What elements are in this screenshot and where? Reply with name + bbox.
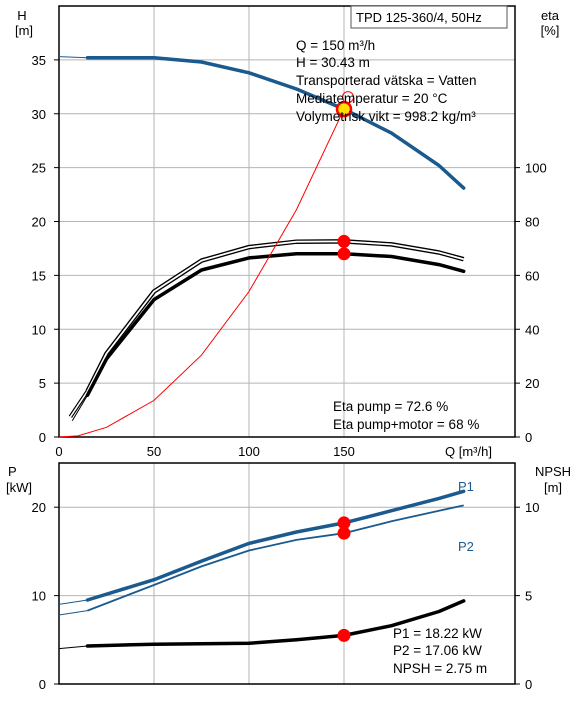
bottom-left-axis-title-line2: [kW] <box>6 480 32 495</box>
top-y-right-tick-label: 80 <box>525 215 539 230</box>
top-y-left-tick-label: 15 <box>32 268 46 283</box>
top-series-eta-pump-extension-inner <box>69 390 89 418</box>
bottom-series-p1-line <box>85 489 466 602</box>
npsh-value-label: NPSH = 2.75 m <box>393 661 487 676</box>
info-line-fluid: Transporterad vätska = Vatten <box>296 73 476 88</box>
head-efficiency-plot: 0 5 10 15 20 25 30 35 0 20 40 60 80 100 0 50 100 150 <box>32 5 547 459</box>
top-left-axis-title-line2: [m] <box>15 23 33 38</box>
top-y-left-tick-label: 0 <box>39 430 46 445</box>
bottom-series-p2-line <box>87 504 464 612</box>
bottom-series-p2-extension <box>58 610 88 616</box>
top-right-axis-title-line1: eta <box>541 8 560 23</box>
top-y-right-tick-label: 40 <box>525 322 539 337</box>
top-y-left-tick-label: 20 <box>32 215 46 230</box>
top-series-eta-total-extension <box>71 394 88 422</box>
eta-pump-motor-label: Eta pump+motor = 68 % <box>333 417 479 432</box>
x-tick-label: 150 <box>333 444 355 459</box>
bottom-y-left-tick-label: 0 <box>39 677 46 692</box>
bottom-operating-point-marker <box>337 526 351 540</box>
info-line-q: Q = 150 m³/h <box>296 38 375 53</box>
p1-series-label: P1 <box>458 479 474 494</box>
x-tick-label: 0 <box>55 444 62 459</box>
top-y-right-tick-label: 0 <box>525 430 532 445</box>
bottom-series-npsh-extension <box>58 645 88 650</box>
top-series-h-line <box>85 55 466 190</box>
bottom-operating-point-marker <box>337 628 351 642</box>
x-tick-label: 100 <box>238 444 260 459</box>
p2-value-label: P2 = 17.06 kW <box>393 643 482 658</box>
bottom-y-right-tick-label: 5 <box>525 589 532 604</box>
top-y-left-tick-label: 35 <box>32 53 46 68</box>
top-y-left-tick-label: 5 <box>39 376 46 391</box>
top-y-left-tick-label: 30 <box>32 107 46 122</box>
top-left-axis-title-line1: H <box>17 8 26 23</box>
bottom-right-axis-title-line2: [m] <box>544 480 562 495</box>
top-operating-point-marker <box>337 247 351 261</box>
top-series-eta-pump-line-inner <box>86 240 464 392</box>
model-label: TPD 125-360/4, 50Hz <box>356 10 482 25</box>
bottom-y-right-tick-label: 10 <box>525 500 539 515</box>
bottom-y-left-tick-label: 10 <box>32 589 46 604</box>
info-line-h: H = 30.43 m <box>296 55 370 70</box>
model-label-box <box>350 5 508 29</box>
top-y-right-tick-label: 20 <box>525 376 539 391</box>
top-series-eta-total-line <box>85 252 466 397</box>
p1-value-label: P1 = 18.22 kW <box>393 626 482 641</box>
info-line-density: Volymetrisk vikt = 998.2 kg/m³ <box>296 109 476 124</box>
info-line-temperature: Mediatemperatur = 20 °C <box>296 91 448 106</box>
top-right-axis-title-line2: [%] <box>541 23 560 38</box>
power-npsh-plot: 0 10 20 0 5 10 <box>32 462 539 692</box>
operating-point-marker-head <box>335 100 353 118</box>
bottom-y-right-tick-label: 0 <box>525 677 532 692</box>
top-y-left-tick-label: 10 <box>32 322 46 337</box>
top-y-right-tick-label: 60 <box>525 268 539 283</box>
bottom-plot-frame <box>58 462 516 685</box>
bottom-series-npsh-line <box>85 599 466 648</box>
top-operating-point-marker <box>337 234 351 248</box>
p2-series-label: P2 <box>458 539 474 554</box>
bottom-series-p1-extension <box>58 599 88 605</box>
eta-pump-label: Eta pump = 72.6 % <box>333 399 448 414</box>
bottom-operating-point-marker <box>337 516 351 530</box>
bottom-y-left-tick-label: 20 <box>32 500 46 515</box>
x-tick-label: 50 <box>147 444 161 459</box>
top-series-system-curve-line <box>58 108 345 438</box>
bottom-left-axis-title-line1: P <box>8 464 17 479</box>
top-y-left-tick-label: 25 <box>32 161 46 176</box>
bottom-right-axis-title-line1: NPSH <box>535 464 571 479</box>
top-series-h-extension <box>58 56 88 59</box>
top-y-right-tick-label: 100 <box>525 161 547 176</box>
top-x-axis-label: Q [m³/h] <box>445 444 492 459</box>
